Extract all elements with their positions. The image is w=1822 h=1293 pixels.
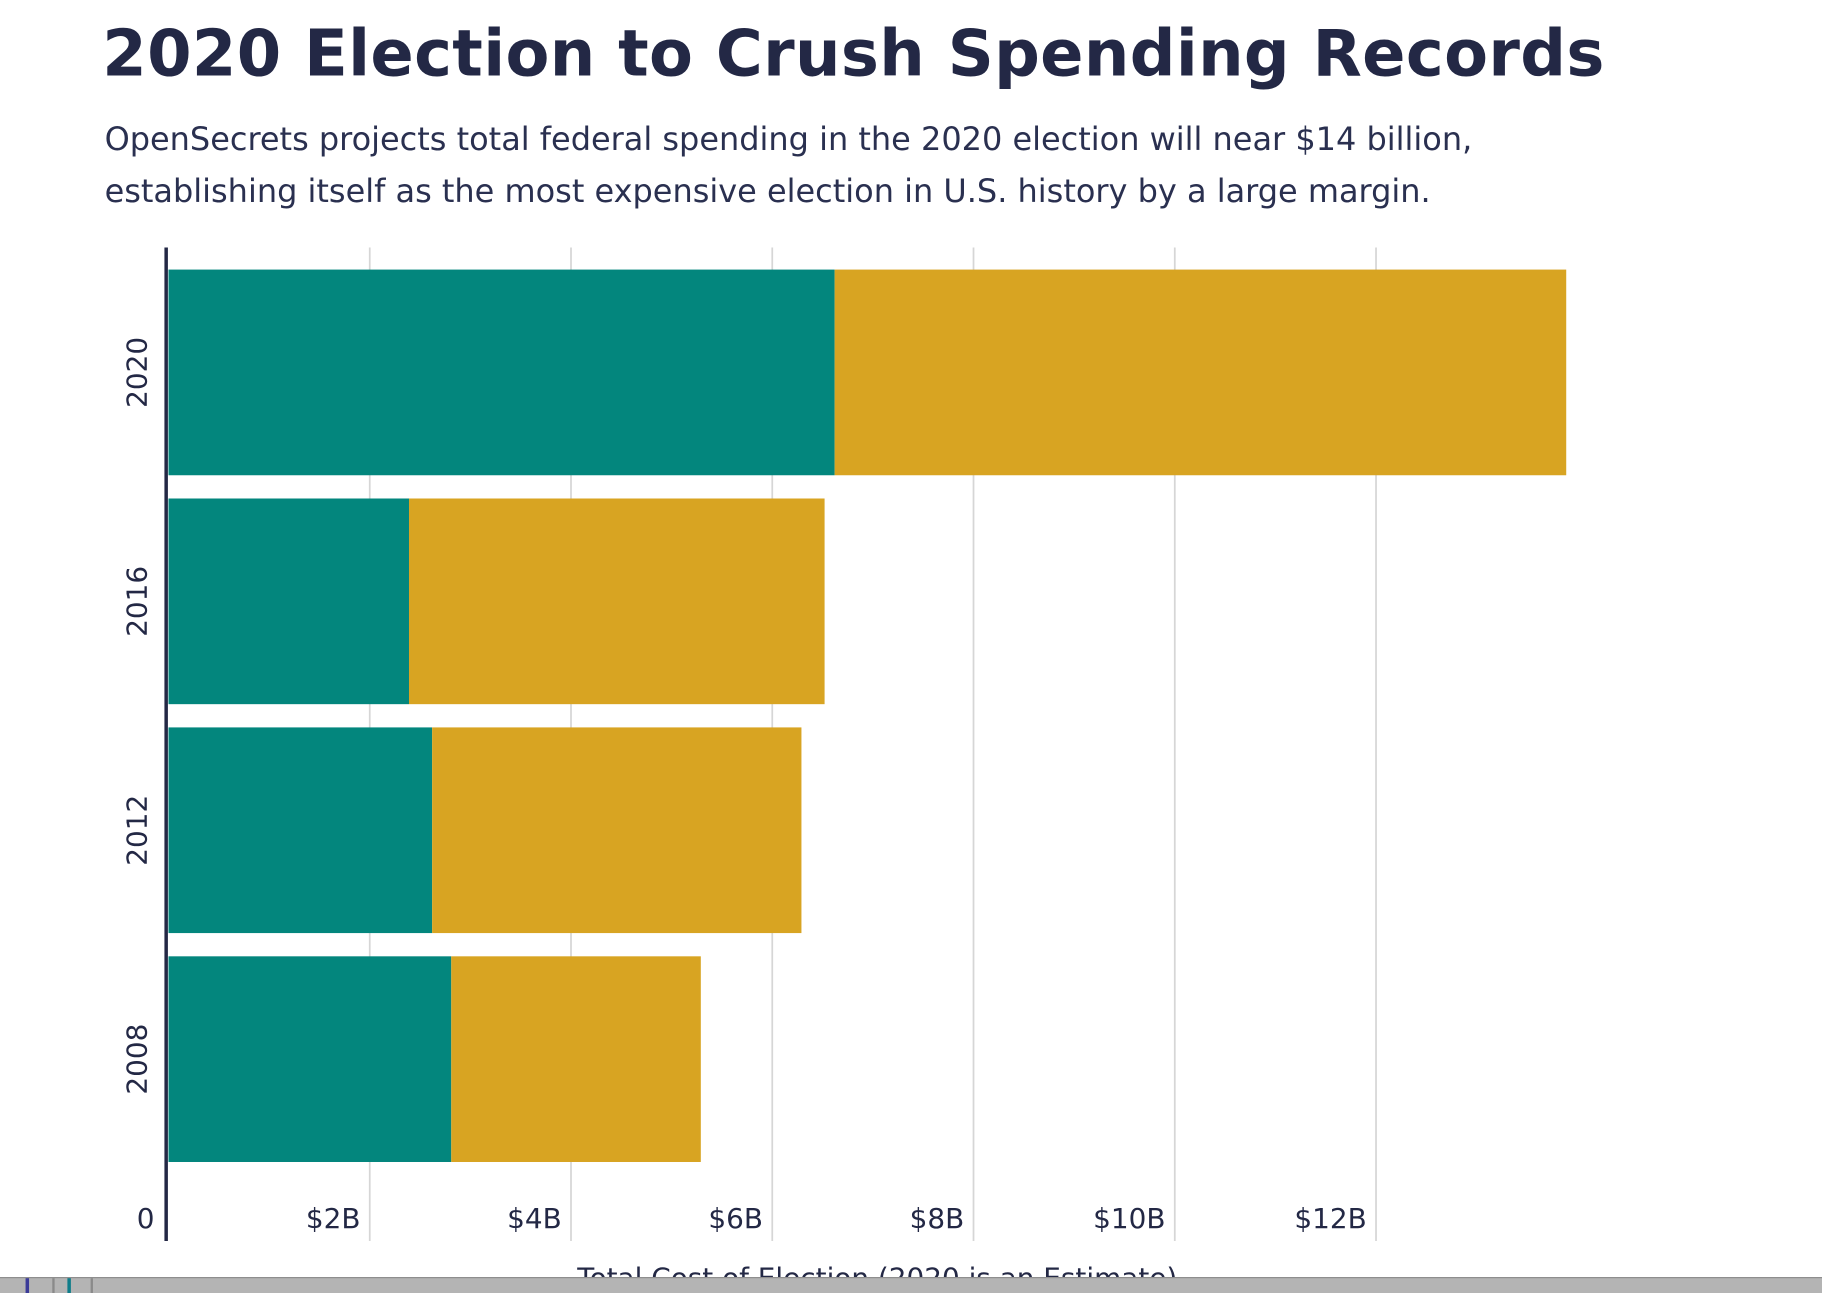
taskbar (0, 1277, 1822, 1293)
x-tick-label: $12B (1294, 1202, 1366, 1235)
x-tick-label: $8B (910, 1202, 965, 1235)
x-tick-label: $2B (306, 1202, 361, 1235)
x-tick-label: 0 (137, 1202, 155, 1235)
chart-subtitle: OpenSecrets projects total federal spend… (104, 120, 1473, 211)
chart-title: 2020 Election to Crush Spending Records (102, 16, 1605, 91)
bar-segment-2008-series-1 (168, 956, 452, 1162)
taskbar-divider (90, 1278, 93, 1293)
y-tick-label-2008: 2008 (120, 1024, 153, 1095)
y-tick-label-2020: 2020 (120, 337, 153, 408)
bar-segment-2020-series-2 (834, 269, 1567, 476)
bar-segment-2008-series-2 (451, 956, 701, 1162)
taskbar-divider (52, 1278, 55, 1293)
bar-segment-2012-series-1 (168, 727, 433, 934)
bar-segment-2012-series-2 (432, 727, 802, 934)
taskbar-item[interactable] (67, 1278, 71, 1293)
bar-segment-2016-series-2 (408, 498, 825, 705)
x-tick-label: $4B (507, 1202, 562, 1235)
bar-segment-2020-series-1 (168, 269, 835, 476)
taskbar-item[interactable] (25, 1278, 30, 1293)
x-tick-label: $10B (1093, 1202, 1165, 1235)
bar-segment-2016-series-1 (168, 498, 409, 705)
x-tick-label: $6B (708, 1202, 763, 1235)
y-tick-label-2012: 2012 (120, 795, 153, 866)
y-tick-label-2016: 2016 (120, 566, 153, 637)
